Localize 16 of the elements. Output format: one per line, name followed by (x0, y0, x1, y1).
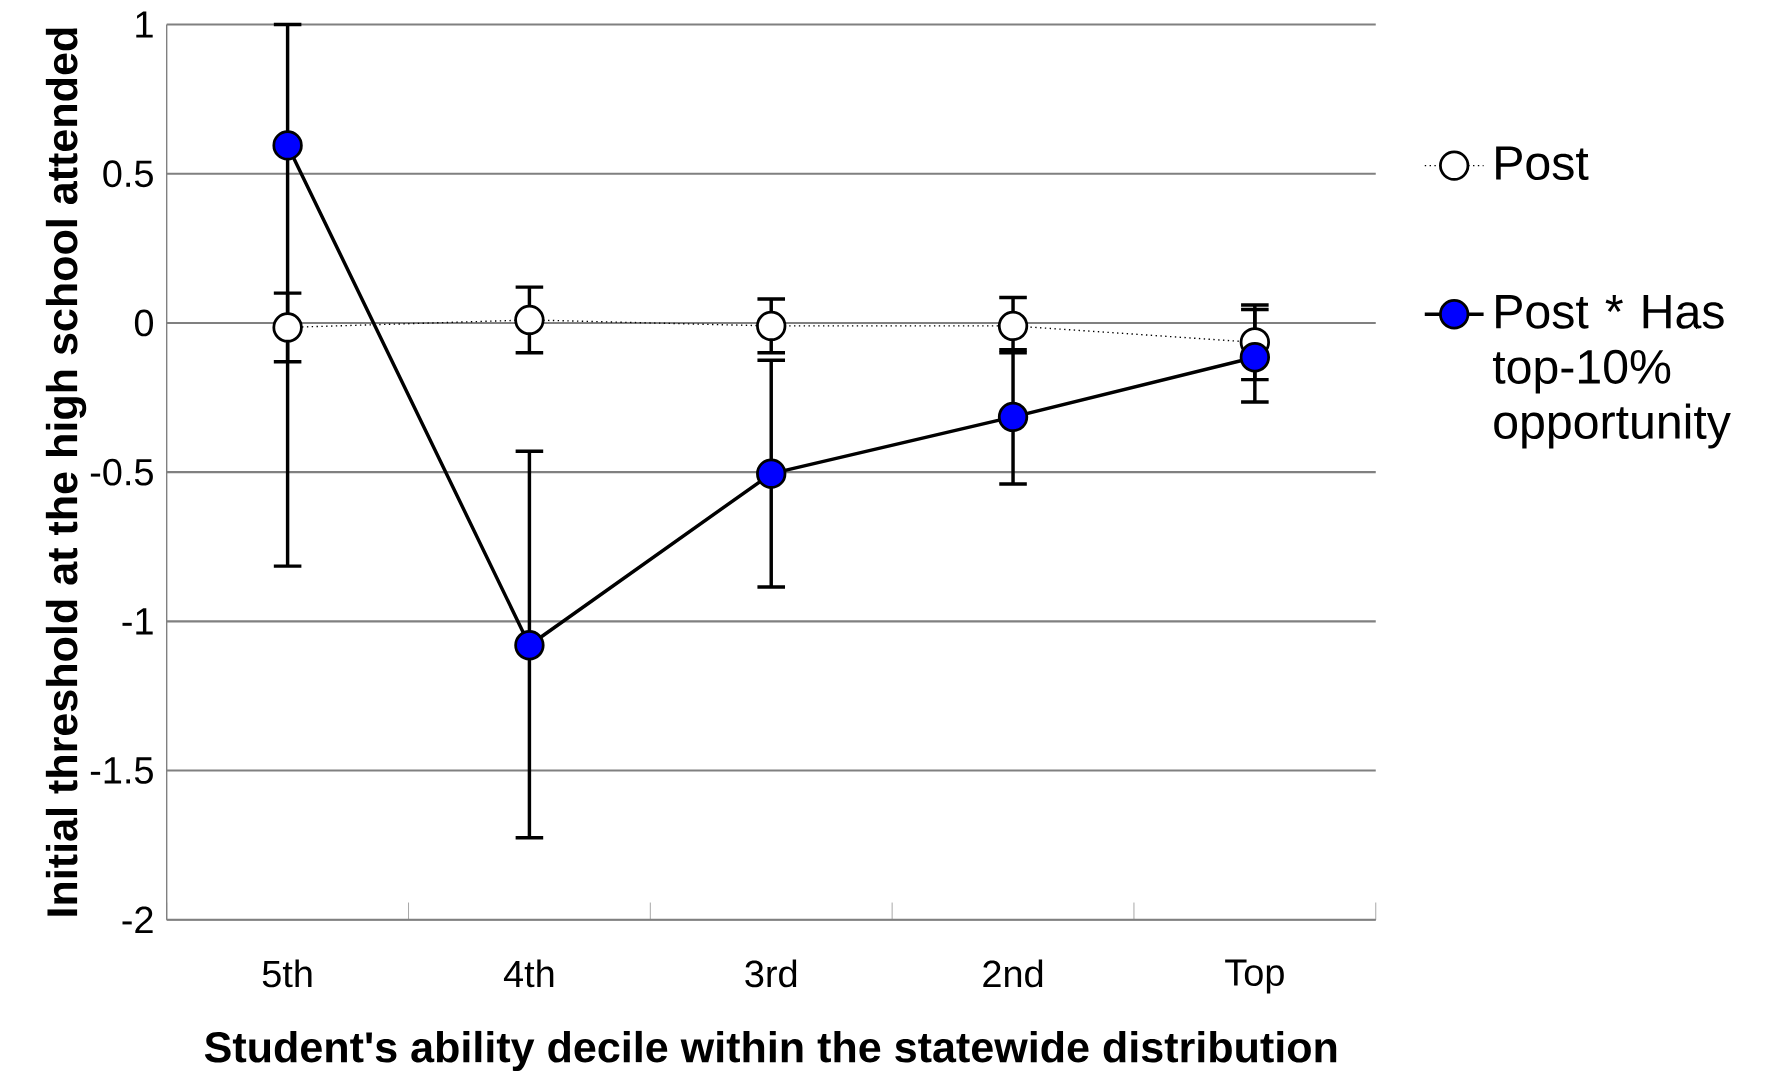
y-tick-label: -2 (122, 906, 153, 934)
y-axis-title: Initial threshold at the high school attended (45, 28, 87, 916)
y-tick-label: -1 (122, 608, 153, 635)
x-tick-label: 2nd (983, 959, 1043, 988)
x-axis-title: Student's ability decile within the statewide distribution (204, 1031, 1337, 1072)
y-tick-label: -0.5 (90, 458, 153, 486)
x-tick-label: 5th (262, 959, 312, 988)
x-tick-label: Top (1225, 959, 1284, 994)
x-tick-label: 3rd (745, 959, 797, 988)
y-tick-label: 0 (134, 309, 154, 337)
x-tick-label: 4th (503, 959, 554, 988)
y-tick-label: -1.5 (90, 757, 153, 785)
legend-label: Post * Has top-10% opportunity (1492, 295, 1731, 449)
legend-label: Post (1496, 146, 1589, 181)
y-tick-label: 0.5 (103, 160, 153, 188)
y-tick-label: 1 (136, 11, 153, 38)
